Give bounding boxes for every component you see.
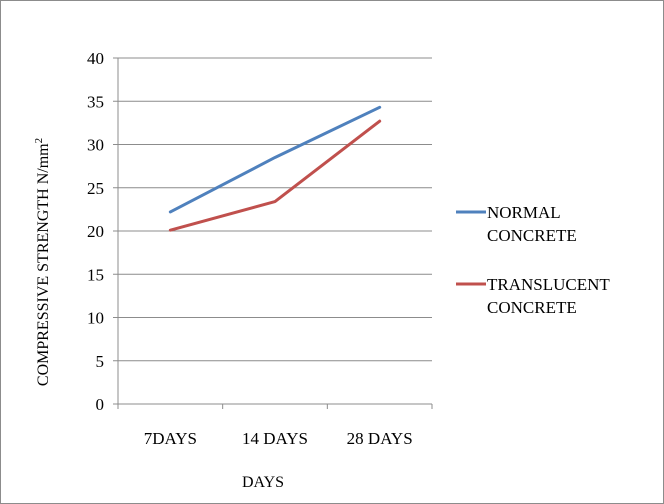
x-tick-label: 28 DAYS [347,429,413,448]
y-tick-label: 35 [87,92,104,111]
y-tick-label: 20 [87,222,104,241]
x-tick-label: 14 DAYS [242,429,308,448]
y-tick-label: 0 [96,395,105,414]
series-line-1 [168,105,382,214]
gridlines [113,57,433,409]
y-tick-labels: 0 5 10 15 20 25 30 35 40 [87,49,104,414]
y-tick-label: 40 [87,49,104,68]
y-tick-label: 10 [87,309,104,328]
x-tick-labels: 7DAYS 14 DAYS 28 DAYS [144,429,413,448]
x-axis-title: DAYS [242,474,284,491]
y-tick-label: 15 [87,265,104,284]
y-axis-title-text: COMPRESSIVE STRENGTH N/mm [35,143,52,386]
y-axis-title-superscript: 2 [33,138,45,144]
legend-label-1: NORMAL CONCRETE [487,203,577,245]
y-tick-label: 30 [87,136,104,155]
legend: NORMAL CONCRETE TRANSLUCENT CONCRETE [456,203,610,317]
legend-label-2: TRANSLUCENT CONCRETE [487,275,610,317]
axes [117,58,432,405]
y-tick-label: 25 [87,179,104,198]
series-line-2 [168,119,382,232]
x-tick-label: 7DAYS [144,429,197,448]
series-lines [168,105,382,232]
y-axis-title: COMPRESSIVE STRENGTH N/mm2 [33,138,52,386]
y-tick-label: 5 [96,352,105,371]
